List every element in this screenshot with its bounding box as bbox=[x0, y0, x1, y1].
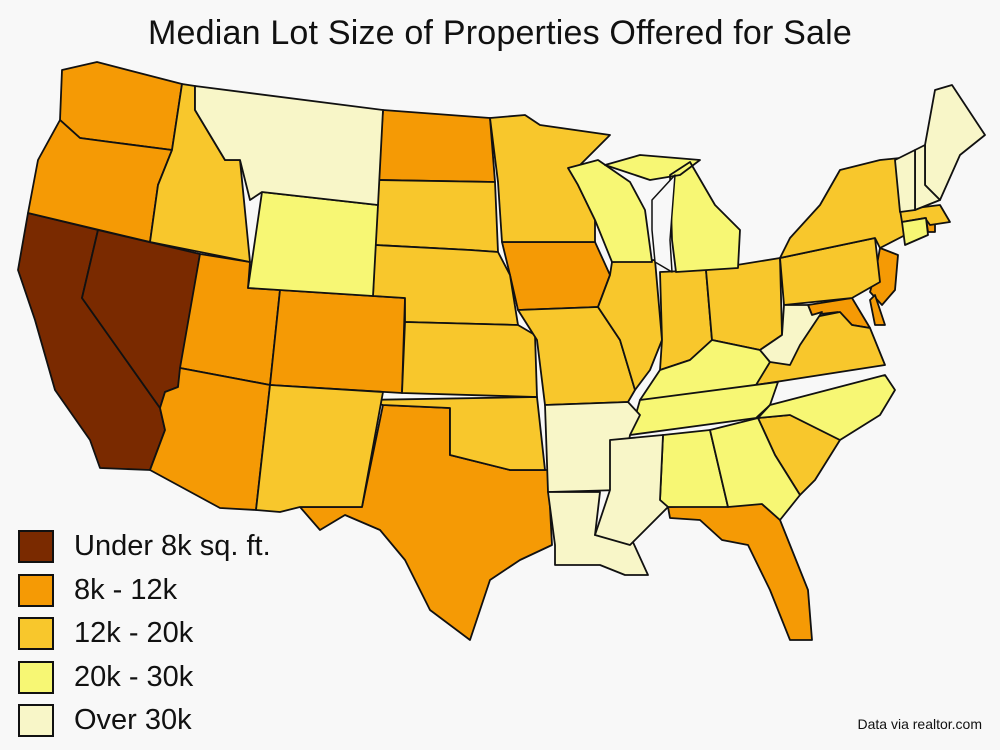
state-OH bbox=[705, 257, 783, 351]
legend-label: 8k - 12k bbox=[74, 573, 178, 606]
map-legend: Under 8k sq. ft. 8k - 12k 12k - 20k 20k … bbox=[18, 525, 271, 743]
state-WY bbox=[247, 191, 379, 297]
water-bodies bbox=[651, 174, 676, 273]
legend-label: 20k - 30k bbox=[74, 660, 194, 693]
legend-swatch bbox=[18, 704, 54, 738]
legend-swatch bbox=[18, 573, 54, 607]
state-SD bbox=[374, 179, 499, 253]
tier-under-8k bbox=[17, 212, 201, 471]
state-IL bbox=[597, 259, 663, 391]
state-LA bbox=[547, 491, 649, 576]
state-ME bbox=[924, 84, 986, 201]
state-CT bbox=[901, 217, 929, 246]
lake-michigan bbox=[651, 174, 676, 273]
map-title: Median Lot Size of Properties Offered fo… bbox=[147, 14, 853, 52]
legend-label: Over 30k bbox=[74, 704, 192, 737]
state-MT bbox=[194, 85, 384, 206]
legend-item-8k-12k: 8k - 12k bbox=[18, 569, 271, 613]
legend-label: Under 8k sq. ft. bbox=[74, 530, 271, 563]
tier-12k-20k bbox=[149, 83, 951, 513]
legend-label: 12k - 20k bbox=[74, 617, 194, 650]
state-FL bbox=[667, 503, 813, 641]
tier-over-30k bbox=[194, 84, 986, 576]
state-NY bbox=[779, 157, 916, 259]
state-DE bbox=[869, 294, 886, 326]
legend-swatch bbox=[18, 617, 54, 651]
state-IA bbox=[501, 241, 611, 311]
legend-item-20k-30k: 20k - 30k bbox=[18, 656, 271, 700]
state-WV bbox=[759, 304, 823, 366]
state-CO bbox=[269, 289, 406, 394]
state-GA bbox=[709, 417, 801, 521]
legend-swatch bbox=[18, 660, 54, 694]
data-source-note: Data via realtor.com bbox=[857, 716, 983, 732]
legend-swatch bbox=[18, 530, 54, 564]
state-MS bbox=[594, 434, 669, 546]
state-NC bbox=[757, 374, 896, 441]
state-NM bbox=[255, 384, 384, 513]
legend-item-over-30k: Over 30k bbox=[18, 699, 271, 743]
state-VT bbox=[894, 149, 916, 213]
state-ND bbox=[377, 109, 496, 183]
state-WI bbox=[567, 159, 653, 263]
tier-8k-12k bbox=[27, 61, 936, 641]
legend-item-under-8k: Under 8k sq. ft. bbox=[18, 525, 271, 569]
state-OK bbox=[361, 396, 546, 471]
state-KS bbox=[401, 321, 538, 398]
legend-item-12k-20k: 12k - 20k bbox=[18, 612, 271, 656]
